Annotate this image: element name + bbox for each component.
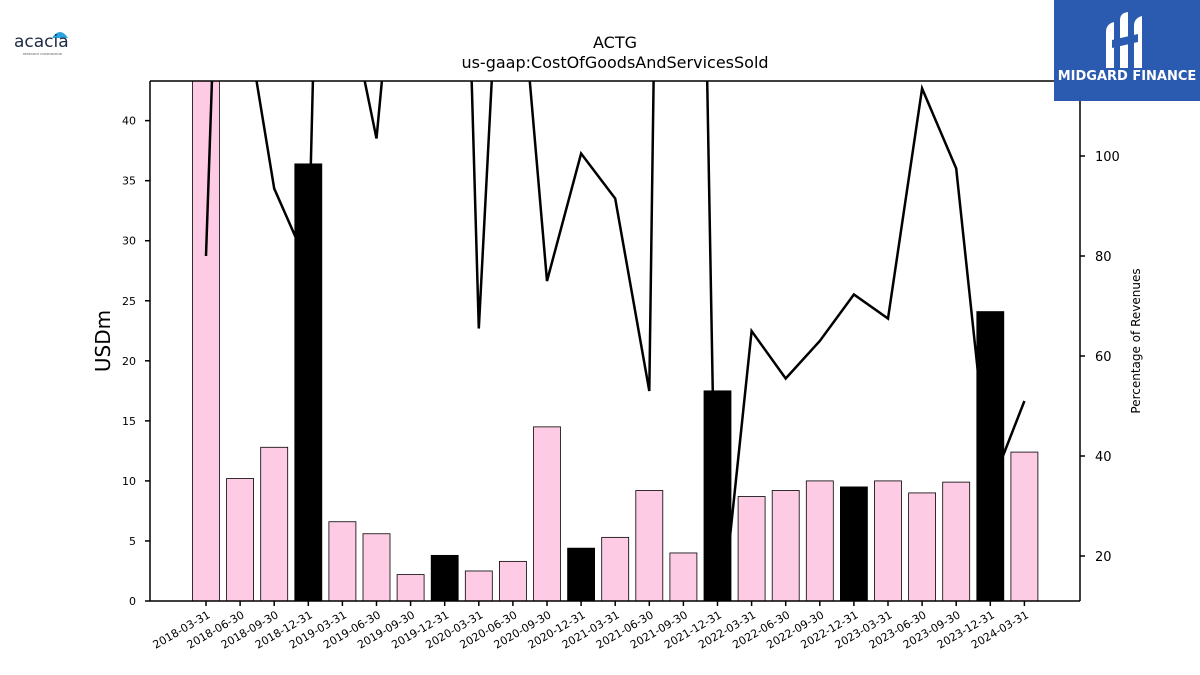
midgard-glyph-icon: [1106, 12, 1142, 68]
bar-2021-06-30: [635, 490, 664, 601]
y-axis-label: USDm: [91, 310, 115, 372]
midgard-logo: MIDGARD FINANCE: [1054, 0, 1200, 101]
y-tick-label: 0: [129, 595, 136, 608]
y-tick-label: 10: [122, 475, 136, 488]
bar-2019-06-30: [362, 533, 391, 601]
bar-2020-09-30: [533, 426, 561, 601]
y-ticks: 0 5 10 15 20 25 30 35 40: [122, 115, 150, 608]
bar-2023-03-31: [874, 480, 902, 601]
chart-title: ACTG: [593, 33, 637, 52]
bar-2024-03-31: [1010, 451, 1039, 601]
y-tick-label: 25: [122, 295, 136, 308]
y2-tick-label: 100: [1095, 150, 1120, 165]
bar-2022-03-31: [737, 496, 766, 601]
bar-2022-06-30: [771, 490, 800, 601]
bar-2019-09-30: [396, 574, 425, 601]
bar-2019-12-31: [430, 554, 459, 601]
y-tick-label: 20: [122, 355, 136, 368]
axes: [149, 80, 1081, 602]
bar-2023-06-30: [908, 492, 936, 601]
y2-axis-label: Percentage of Revenues: [1129, 268, 1143, 413]
y2-tick-label: 80: [1095, 250, 1112, 265]
acacia-wordmark: acacia: [14, 32, 69, 52]
acacia-logo: acacia RESEARCH CORPORATION: [14, 28, 84, 58]
y-tick-label: 5: [129, 535, 136, 548]
bar-2020-03-31: [464, 570, 493, 601]
ratio-line: [204, 81, 1026, 601]
bar-2018-03-31: [192, 81, 220, 601]
bar-2023-12-31: [976, 311, 1005, 601]
y2-ticks: 20 40 60 80 100: [1080, 150, 1120, 565]
bar-2021-09-30: [669, 552, 698, 601]
y-tick-label: 30: [122, 235, 136, 248]
y-tick-label: 40: [122, 115, 136, 128]
bar-2022-12-31: [840, 486, 868, 601]
bars: [192, 81, 1039, 601]
y2-tick-label: 60: [1095, 350, 1112, 365]
acacia-leaf-icon: [52, 32, 68, 38]
bar-2020-06-30: [498, 560, 527, 601]
y-tick-label: 35: [122, 175, 136, 188]
x-ticks: 2018-03-312018-06-302018-09-302018-12-31…: [151, 601, 1031, 652]
y2-tick-label: 20: [1095, 550, 1112, 565]
bar-2023-09-30: [942, 481, 971, 601]
bar-2018-09-30: [260, 446, 289, 601]
midgard-name: MIDGARD FINANCE: [1057, 69, 1197, 84]
y-tick-label: 15: [122, 415, 136, 428]
bar-2021-03-31: [601, 536, 630, 601]
bar-2022-09-30: [805, 480, 834, 601]
y2-tick-label: 40: [1095, 450, 1112, 465]
chart-subtitle: us-gaap:CostOfGoodsAndServicesSold: [461, 53, 768, 72]
acacia-subtitle: RESEARCH CORPORATION: [23, 52, 62, 56]
bar-2020-12-31: [567, 547, 595, 601]
bar-2019-03-31: [328, 521, 357, 601]
bar-2018-06-30: [226, 478, 255, 601]
